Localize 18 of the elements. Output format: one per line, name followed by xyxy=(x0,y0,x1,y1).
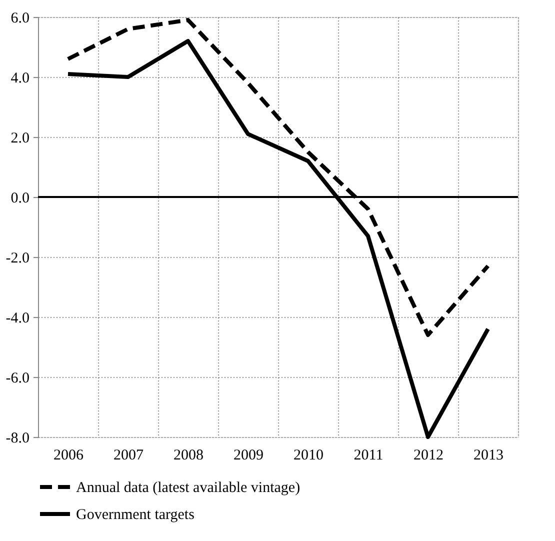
x-tick-label: 2011 xyxy=(354,448,384,464)
x-tick-label: 2012 xyxy=(414,448,444,464)
y-tick-label: 6.0 xyxy=(10,10,30,26)
y-tick-label: -4.0 xyxy=(6,310,30,326)
x-tick-label: 2009 xyxy=(234,448,264,464)
y-tick-label: -2.0 xyxy=(6,250,30,266)
x-tick-label: 2010 xyxy=(294,448,324,464)
y-tick-label: 2.0 xyxy=(10,130,30,146)
y-tick-label: -6.0 xyxy=(6,370,30,386)
y-tick-label: 4.0 xyxy=(10,70,30,86)
x-tick-label: 2007 xyxy=(114,448,144,464)
y-tick-label: -8.0 xyxy=(6,430,30,446)
legend-label: Annual data (latest available vintage) xyxy=(76,480,300,496)
x-tick-label: 2006 xyxy=(54,448,84,464)
y-tick-label: 0.0 xyxy=(10,190,30,206)
x-tick-label: 2008 xyxy=(174,448,204,464)
x-tick-label: 2013 xyxy=(474,448,504,464)
legend-label: Government targets xyxy=(76,507,195,523)
